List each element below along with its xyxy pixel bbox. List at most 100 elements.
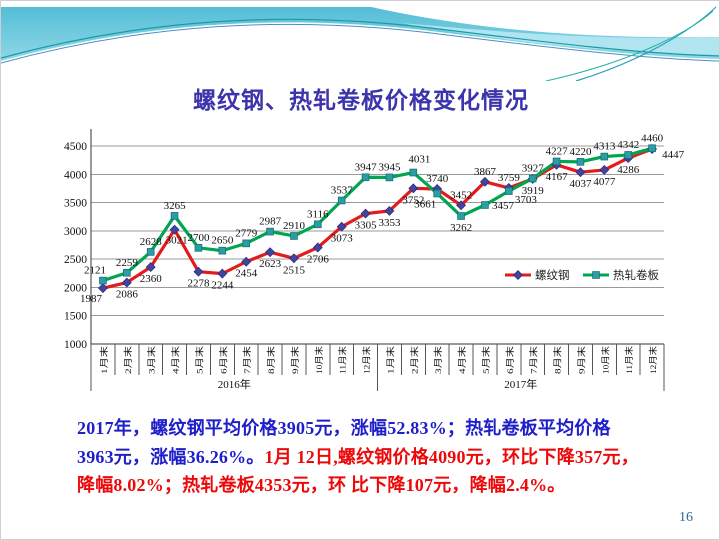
svg-text:7月末: 7月末 bbox=[242, 345, 252, 374]
svg-text:3927: 3927 bbox=[522, 162, 545, 174]
banner-upper-swoosh bbox=[371, 7, 719, 38]
svg-text:2700: 2700 bbox=[187, 232, 210, 244]
svg-text:2244: 2244 bbox=[211, 280, 234, 292]
svg-text:2259: 2259 bbox=[116, 257, 139, 269]
svg-text:12月末: 12月末 bbox=[648, 345, 658, 374]
svg-text:11月末: 11月末 bbox=[624, 345, 634, 374]
svg-text:2706: 2706 bbox=[307, 253, 330, 265]
svg-text:3947: 3947 bbox=[355, 161, 378, 173]
svg-text:3740: 3740 bbox=[426, 173, 449, 185]
svg-text:3919: 3919 bbox=[522, 185, 545, 197]
banner-cross-curve-blue bbox=[575, 6, 717, 81]
top-banner-graphic bbox=[1, 1, 719, 81]
svg-text:4220: 4220 bbox=[569, 146, 592, 158]
svg-text:2月末: 2月末 bbox=[409, 345, 419, 374]
banner-accent-curve-teal bbox=[1, 18, 719, 59]
svg-text:1500: 1500 bbox=[64, 311, 87, 323]
x-axis-labels: 1月末 2月末 3月末 4月末 5月末 6月末 7月末 8月末 9月末 10月末 11月末 12月末 1… bbox=[90, 344, 665, 375]
legend-label: 热轧卷板 bbox=[613, 268, 659, 282]
svg-text:6月末: 6月末 bbox=[505, 345, 515, 374]
svg-text:1000: 1000 bbox=[64, 339, 87, 351]
svg-text:1987: 1987 bbox=[80, 293, 103, 305]
svg-text:2278: 2278 bbox=[187, 278, 210, 290]
svg-text:2000: 2000 bbox=[64, 282, 87, 294]
year-group-labels: 2016年 2017年 bbox=[90, 344, 665, 391]
svg-text:3353: 3353 bbox=[378, 217, 401, 229]
svg-text:3457: 3457 bbox=[492, 200, 515, 212]
svg-text:1月末: 1月末 bbox=[99, 345, 109, 374]
summary-segment: 3963元，涨幅36.26%。 bbox=[77, 446, 265, 467]
svg-text:8月末: 8月末 bbox=[553, 345, 563, 374]
svg-text:2500: 2500 bbox=[64, 254, 87, 266]
svg-text:7月末: 7月末 bbox=[529, 345, 539, 374]
summary-segment: 降幅8.02%；热轧卷板4353元，环 比下降107元，降幅2.4%。 bbox=[77, 475, 566, 495]
series-line-hot-rolled-coil bbox=[101, 146, 654, 283]
svg-text:11月末: 11月末 bbox=[338, 345, 348, 374]
svg-text:3265: 3265 bbox=[164, 200, 187, 212]
svg-text:3月末: 3月末 bbox=[433, 345, 443, 374]
banner-accent-curve-blue bbox=[1, 23, 719, 64]
svg-text:6月末: 6月末 bbox=[218, 345, 228, 374]
svg-text:3752: 3752 bbox=[402, 194, 424, 206]
svg-text:4000: 4000 bbox=[64, 169, 87, 181]
svg-text:8月末: 8月末 bbox=[266, 345, 276, 374]
svg-text:4460: 4460 bbox=[641, 132, 664, 144]
svg-text:4167: 4167 bbox=[546, 171, 569, 183]
svg-text:4227: 4227 bbox=[546, 145, 569, 157]
svg-text:2016年: 2016年 bbox=[218, 377, 251, 391]
svg-text:9月末: 9月末 bbox=[576, 345, 586, 374]
y-axis-labels: 1000 1500 2000 2500 3000 3500 4000 4500 bbox=[64, 141, 87, 351]
summary-segment: 1月 12日,螺纹钢价格4090元，环比下降357元， bbox=[264, 446, 639, 467]
svg-text:2454: 2454 bbox=[235, 268, 258, 280]
svg-text:2628: 2628 bbox=[140, 236, 163, 248]
svg-text:2650: 2650 bbox=[211, 235, 234, 247]
price-chart: 1000 1500 2000 2500 3000 3500 4000 4500 1月末 2月末 3月… bbox=[64, 129, 685, 391]
summary-line: 3963元，涨幅36.26%。1月 12日,螺纹钢价格4090元，环比下降357… bbox=[77, 443, 677, 472]
svg-text:2086: 2086 bbox=[116, 289, 139, 301]
svg-text:2017年: 2017年 bbox=[504, 377, 537, 391]
svg-text:3305: 3305 bbox=[355, 220, 378, 232]
svg-text:5月末: 5月末 bbox=[194, 345, 204, 374]
summary-text: 2017年，螺纹钢平均价格3905元，涨幅52.83%；热轧卷板平均价格 3963… bbox=[77, 414, 677, 500]
banner-cross-curve-teal bbox=[545, 10, 714, 81]
svg-text:4月末: 4月末 bbox=[457, 345, 467, 374]
svg-text:2623: 2623 bbox=[259, 258, 282, 270]
svg-text:4286: 4286 bbox=[617, 164, 640, 176]
svg-text:3537: 3537 bbox=[331, 184, 354, 196]
svg-text:4500: 4500 bbox=[64, 141, 87, 153]
series-markers-hot-rolled-coil bbox=[99, 144, 656, 285]
svg-text:4077: 4077 bbox=[593, 176, 616, 188]
svg-text:10月末: 10月末 bbox=[314, 345, 324, 374]
svg-text:10月末: 10月末 bbox=[600, 345, 610, 374]
svg-text:2121: 2121 bbox=[84, 265, 106, 277]
svg-text:3073: 3073 bbox=[331, 233, 354, 245]
svg-text:3500: 3500 bbox=[64, 198, 87, 210]
svg-text:3867: 3867 bbox=[474, 166, 497, 178]
svg-text:3116: 3116 bbox=[307, 208, 329, 220]
svg-text:2360: 2360 bbox=[140, 273, 163, 285]
svg-text:2987: 2987 bbox=[259, 216, 282, 228]
svg-text:3759: 3759 bbox=[498, 172, 521, 184]
banner-dome-wave bbox=[1, 22, 719, 81]
banner-lens-wave bbox=[401, 23, 719, 55]
svg-text:2月末: 2月末 bbox=[123, 345, 133, 374]
svg-text:3661: 3661 bbox=[414, 198, 436, 210]
series-line-rebar bbox=[101, 147, 654, 290]
svg-text:2910: 2910 bbox=[283, 220, 306, 232]
svg-text:4031: 4031 bbox=[408, 154, 430, 166]
svg-text:4342: 4342 bbox=[617, 139, 639, 151]
svg-text:3000: 3000 bbox=[64, 226, 87, 238]
svg-text:9月末: 9月末 bbox=[290, 345, 300, 374]
svg-text:12月末: 12月末 bbox=[362, 345, 372, 374]
summary-line: 降幅8.02%；热轧卷板4353元，环 比下降107元，降幅2.4%。 bbox=[77, 471, 677, 500]
page-number: 16 bbox=[679, 510, 693, 525]
chart-legend: 螺纹钢 热轧卷板 bbox=[505, 268, 659, 282]
summary-segment: 2017年，螺纹钢平均价格3905元，涨幅52.83%；热轧卷板平均价格 bbox=[77, 418, 611, 438]
slide-title: 螺纹钢、热轧卷板价格变化情况 bbox=[193, 88, 529, 113]
svg-text:3月末: 3月末 bbox=[147, 345, 157, 374]
legend-label: 螺纹钢 bbox=[535, 268, 570, 282]
svg-text:3452: 3452 bbox=[450, 189, 472, 201]
